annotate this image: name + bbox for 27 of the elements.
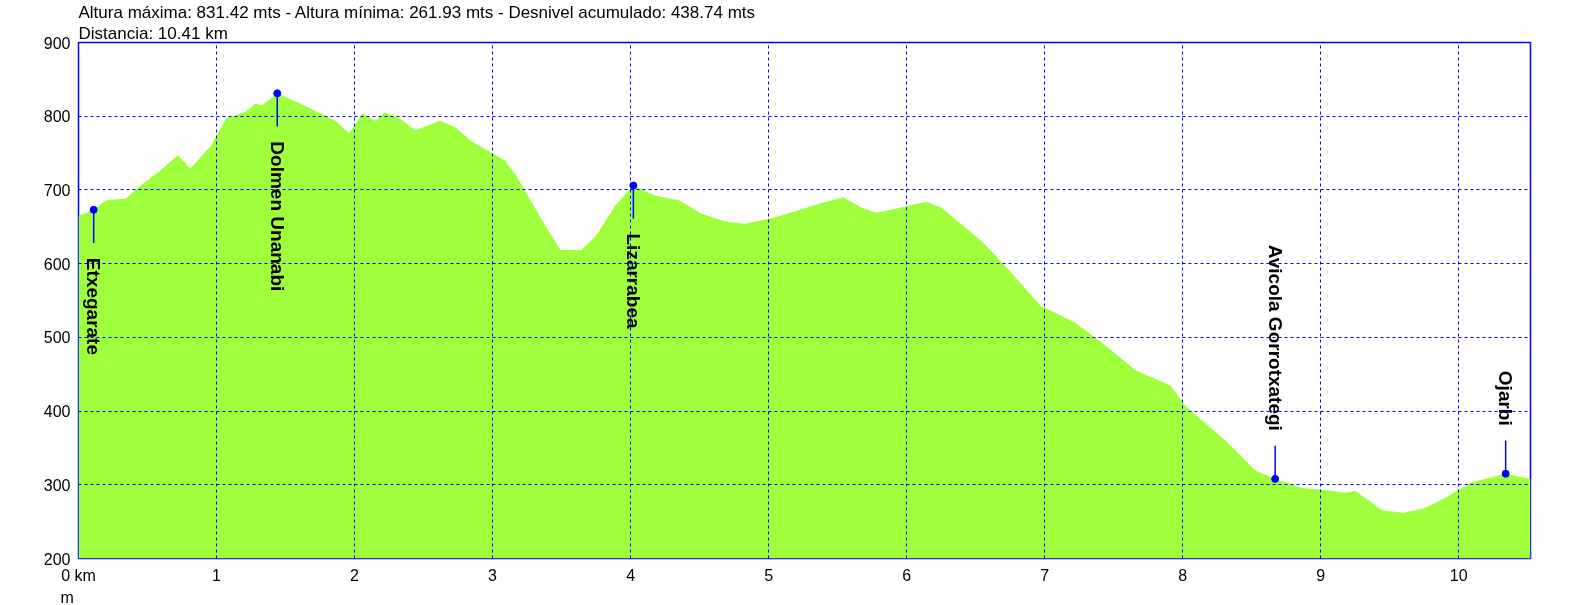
y-tick-label: 500 bbox=[43, 329, 71, 347]
x-tick-label: 0 km bbox=[61, 566, 96, 584]
x-tick-label: 6 bbox=[902, 566, 912, 584]
x-tick-label: 4 bbox=[626, 566, 636, 584]
y-tick-label: 900 bbox=[43, 34, 71, 52]
y-tick-label: 600 bbox=[43, 255, 71, 273]
x-tick-label: 8 bbox=[1178, 566, 1188, 584]
annotation: Ojarbi bbox=[1495, 370, 1517, 426]
x-tick-label: 5 bbox=[764, 566, 774, 584]
x-tick-label: 2 bbox=[350, 566, 360, 584]
y-tick-label: 200 bbox=[43, 550, 71, 568]
y-tick-label: 700 bbox=[43, 181, 71, 199]
chart-title: Altura máxima: 831.42 mts - Altura mínima: 261.93 mts - Desnivel acumulado: 438.74 mts bbox=[78, 2, 756, 22]
x-tick-label: 3 bbox=[488, 566, 498, 584]
x-tick-label: 9 bbox=[1316, 566, 1326, 584]
x-tick-label: 10 bbox=[1449, 566, 1468, 584]
chart-subtitle: Distancia: 10.41 km bbox=[78, 23, 228, 43]
annotation: Etxegarate bbox=[83, 257, 105, 355]
y-tick-label: 300 bbox=[43, 476, 71, 494]
y-axis-title: m bbox=[60, 588, 74, 605]
y-tick-label: 400 bbox=[43, 403, 71, 421]
y-tick-label: 800 bbox=[43, 108, 71, 126]
annotation: Avicola Gorrotxategi bbox=[1264, 244, 1286, 431]
x-tick-label: 7 bbox=[1040, 566, 1050, 584]
annotation: Dolmen Unanabi bbox=[266, 141, 288, 292]
x-tick-label: 1 bbox=[212, 566, 222, 584]
annotation: Lizarrabea bbox=[622, 233, 644, 329]
